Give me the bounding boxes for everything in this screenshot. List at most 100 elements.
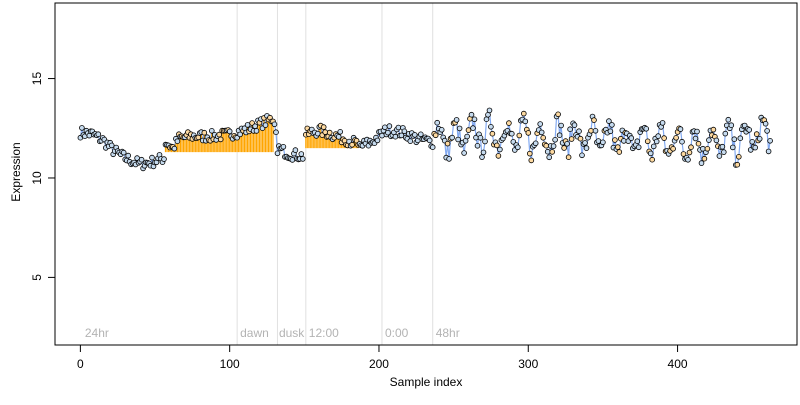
data-point-seg6-166: [679, 138, 685, 145]
data-point-seg2-26: [201, 129, 208, 136]
data-point-seg3-6: [280, 144, 287, 150]
data-point-seg6-224: [765, 148, 772, 155]
data-point-seg6-77: [546, 154, 552, 161]
data-point-seg6-205: [737, 135, 744, 142]
x-tick-label-0: 0: [77, 357, 84, 371]
data-point-seg3-14: [292, 147, 299, 153]
data-point-seg6-29: [474, 143, 481, 149]
data-point-seg6-25: [468, 111, 475, 118]
data-point-seg6-113: [600, 139, 606, 146]
data-point-seg6-199: [728, 122, 735, 128]
data-point-seg6-136: [634, 138, 641, 145]
data-point-seg6-118: [607, 128, 614, 135]
data-point-seg6-200: [729, 144, 736, 151]
data-point-seg4-31: [349, 141, 355, 148]
data-point-seg2-55: [244, 122, 251, 128]
y-axis-title: Expression: [9, 142, 23, 201]
data-point-seg5-20: [386, 123, 393, 129]
data-point-seg6-154: [661, 135, 667, 141]
data-point-seg6-145: [647, 150, 654, 157]
data-point-seg6-61: [522, 118, 529, 125]
data-point-seg3-18: [298, 151, 305, 157]
data-point-seg6-124: [616, 149, 623, 155]
data-point-seg6-175: [692, 135, 699, 142]
data-point-seg1-56: [161, 156, 167, 162]
data-point-seg6-91: [567, 126, 573, 132]
data-point-seg6-52: [508, 130, 515, 137]
data-point-seg6-33: [480, 149, 487, 156]
data-point-seg6-146: [649, 156, 655, 163]
data-point-seg6-32: [479, 154, 485, 160]
data-point-seg5-28: [398, 132, 405, 139]
data-point-seg6-73: [540, 135, 546, 141]
data-point-seg2-61: [253, 128, 260, 134]
data-point-seg6-76: [544, 148, 551, 155]
data-point-seg6-181: [701, 155, 708, 162]
data-point-seg6-17: [456, 125, 463, 132]
data-point-seg6-194: [720, 149, 727, 155]
data-point-seg6-189: [713, 137, 720, 144]
data-point-seg4-22: [335, 134, 342, 140]
data-point-seg6-172: [688, 144, 694, 151]
data-point-seg6-107: [591, 117, 597, 123]
data-point-seg6-79: [549, 149, 555, 155]
data-point-seg5-19: [385, 129, 391, 136]
data-point-seg6-44: [497, 146, 503, 153]
x-tick-label-4: 400: [668, 357, 688, 371]
data-point-seg6-89: [564, 141, 570, 147]
data-point-seg2-60: [252, 123, 258, 129]
data-point-seg6-215: [752, 144, 758, 151]
data-point-seg6-34: [482, 138, 488, 145]
data-point-seg6-57: [516, 132, 523, 139]
data-point-seg3-0: [271, 121, 278, 128]
data-point-seg6-197: [725, 116, 732, 123]
data-point-seg6-87: [561, 145, 567, 151]
x-tick-label-3: 300: [518, 357, 538, 371]
data-point-seg6-97: [576, 128, 582, 135]
data-point-seg1-48: [149, 154, 155, 161]
annotation-5: 48hr: [436, 326, 460, 340]
data-point-seg6-99: [579, 152, 585, 159]
data-point-seg6-68: [532, 140, 539, 147]
data-point-seg2-67: [262, 122, 269, 128]
annotation-2: dusk: [279, 326, 305, 340]
data-point-seg6-102: [583, 145, 590, 151]
data-point-seg6-2: [434, 119, 441, 126]
data-points: [77, 107, 773, 172]
data-point-seg6-211: [746, 127, 752, 133]
data-point-seg6-127: [620, 138, 627, 144]
data-point-seg6-90: [565, 154, 572, 161]
data-point-seg6-218: [756, 136, 763, 142]
x-axis-title: Sample index: [390, 375, 463, 389]
data-point-seg3-19: [299, 156, 306, 162]
data-point-seg4-13: [322, 129, 329, 135]
annotation-1: dawn: [240, 326, 269, 340]
data-point-seg6-225: [767, 138, 773, 144]
data-point-seg6-42: [494, 142, 500, 149]
x-tick-label-1: 100: [220, 357, 240, 371]
x-axis: 0 100 200 300 400: [77, 344, 688, 371]
data-point-seg6-98: [577, 135, 584, 142]
data-point-seg6-208: [741, 122, 748, 129]
data-point-seg6-142: [643, 126, 649, 132]
data-point-seg1-1: [79, 125, 85, 131]
data-point-seg5-17: [382, 124, 388, 131]
annotation-4: 0:00: [385, 326, 409, 340]
data-point-seg6-201: [731, 136, 738, 143]
plot-frame: [54, 2, 798, 346]
data-point-seg5-12: [374, 137, 381, 144]
data-point-seg6-147: [650, 143, 657, 150]
data-point-seg6-177: [695, 140, 702, 147]
data-point-seg6-150: [655, 133, 661, 139]
data-point-seg6-108: [592, 128, 599, 134]
data-point-seg6-81: [552, 137, 558, 143]
data-point-seg6-179: [698, 160, 705, 166]
data-point-seg6-80: [550, 143, 557, 149]
data-point-seg6-16: [455, 136, 461, 143]
data-point-seg6-38: [488, 124, 494, 130]
data-point-seg6-83: [555, 111, 561, 118]
data-point-seg5-34: [407, 138, 414, 144]
data-point-seg2-50: [237, 131, 243, 138]
